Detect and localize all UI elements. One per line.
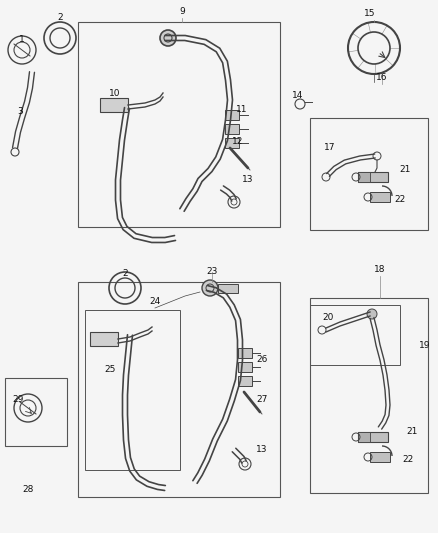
Circle shape [202,280,218,296]
Bar [238,362,252,372]
Bar [78,282,280,497]
Bar [370,452,390,462]
Text: 24: 24 [149,297,161,306]
Text: 2: 2 [57,13,63,22]
Text: 18: 18 [374,265,386,274]
Text: 21: 21 [399,166,411,174]
Bar [225,138,239,148]
Bar [310,298,428,493]
Text: 10: 10 [109,88,121,98]
Bar [238,348,252,358]
Bar [238,376,252,386]
Text: 28: 28 [22,486,34,495]
Bar [310,305,400,365]
Bar [310,118,428,230]
Text: 14: 14 [292,91,304,100]
Text: 15: 15 [364,10,376,19]
Text: 21: 21 [406,427,418,437]
Bar [100,98,128,112]
Text: 26: 26 [256,356,268,365]
Bar [370,192,390,202]
Bar [85,310,180,470]
Circle shape [160,30,176,46]
Bar [225,124,239,134]
Bar [358,172,370,182]
Bar [90,332,118,346]
Text: 13: 13 [242,175,254,184]
Text: 27: 27 [256,395,268,405]
Text: 12: 12 [232,138,244,147]
Text: 19: 19 [419,341,431,350]
Text: 25: 25 [104,366,116,375]
Bar [78,22,280,227]
Bar [358,172,388,182]
Bar [225,110,239,120]
Text: 17: 17 [324,143,336,152]
Text: 29: 29 [12,395,24,405]
Text: 23: 23 [206,268,218,277]
Text: 9: 9 [179,7,185,17]
Text: 3: 3 [17,108,23,117]
Text: 16: 16 [376,74,388,83]
Text: 13: 13 [256,446,268,455]
Text: 2: 2 [122,269,128,278]
Text: 22: 22 [394,196,406,205]
Bar [358,432,370,442]
Circle shape [367,309,377,319]
Text: 20: 20 [322,313,334,322]
Bar [358,432,388,442]
Bar [218,284,238,293]
Text: 1: 1 [19,36,25,44]
Text: 11: 11 [236,106,248,115]
Bar [5,378,67,446]
Text: 22: 22 [403,456,413,464]
